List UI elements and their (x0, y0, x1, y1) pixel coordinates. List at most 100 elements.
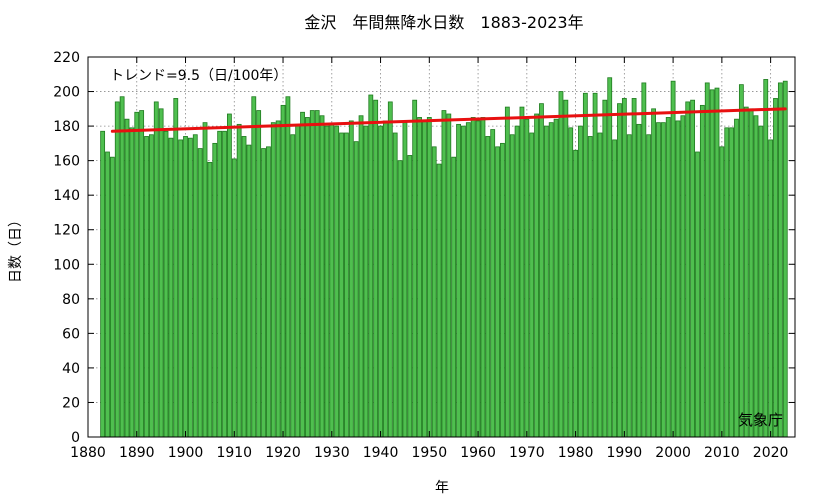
bar-1945 (402, 122, 408, 438)
bar-1982 (582, 92, 588, 438)
bar-1989 (617, 103, 622, 438)
bar-1907 (217, 130, 223, 438)
bar-1938 (368, 94, 374, 438)
x-ticks: 1880 1890 1900 1910 1920 1930 1940 1950 1960 1970… (70, 57, 788, 461)
bar-1924 (300, 111, 305, 438)
x-tick-label: 1940 (363, 445, 399, 461)
bar-1958 (465, 122, 471, 438)
bar-1981 (578, 125, 583, 438)
bar-1921 (285, 96, 291, 438)
bar-1902 (192, 134, 198, 438)
bar-1939 (373, 99, 379, 438)
bar-1935 (353, 141, 359, 438)
bar-1932 (339, 132, 344, 438)
bar-1944 (397, 160, 403, 438)
y-tick-label: 220 (53, 50, 80, 66)
bar-1951 (431, 146, 437, 438)
bar-1976 (553, 118, 559, 438)
bar-2007 (704, 82, 710, 438)
bar-1941 (383, 120, 388, 438)
bar-1933 (344, 132, 349, 438)
bar-1917 (266, 146, 271, 438)
bar-1916 (261, 148, 266, 438)
trend-annotation: トレンド=9.5（日/100年） (110, 68, 287, 84)
trend-line (110, 107, 787, 133)
x-tick-label: 1910 (216, 445, 252, 461)
bar-1906 (212, 142, 218, 438)
y-tick-label: 0 (71, 430, 80, 446)
bar-2014 (738, 84, 744, 438)
bar-1888 (124, 118, 130, 438)
bar-1998 (660, 122, 666, 438)
bar-1953 (441, 110, 447, 438)
y-tick-label: 100 (53, 257, 80, 273)
bar-1977 (558, 91, 564, 438)
y-tick-label: 40 (62, 361, 80, 377)
bar-1943 (392, 132, 398, 438)
bar-1980 (573, 149, 578, 438)
bar-1886 (114, 101, 120, 438)
x-axis-label: 年 (435, 480, 449, 496)
credit-label: 気象庁 (738, 411, 783, 429)
bar-1975 (548, 122, 554, 438)
bar-1920 (280, 104, 286, 438)
bar-1891 (139, 110, 145, 438)
bar-2020 (768, 139, 774, 438)
bar-1900 (183, 136, 188, 438)
bar-1993 (636, 123, 642, 438)
bar-1948 (417, 117, 422, 438)
bar-1965 (500, 142, 505, 438)
bar-1979 (568, 127, 574, 438)
bar-1898 (173, 98, 179, 438)
bar-1913 (246, 144, 252, 438)
bar-2022 (777, 82, 783, 438)
bar-1905 (207, 161, 213, 438)
bar-1994 (641, 82, 647, 438)
bar-1972 (534, 113, 539, 438)
bar-1985 (597, 132, 603, 438)
bar-1974 (543, 125, 549, 438)
plot-frame (87, 56, 796, 438)
bar-2003 (685, 101, 691, 438)
bar-1896 (163, 130, 169, 438)
bar-2010 (719, 146, 725, 438)
bar-2008 (709, 89, 715, 438)
bar-1999 (665, 117, 671, 438)
bar-1901 (187, 137, 193, 438)
bar-1918 (270, 122, 276, 438)
bar-1967 (509, 134, 515, 438)
y-tick-label: 80 (62, 292, 80, 308)
bar-1986 (602, 99, 608, 438)
bar-2017 (753, 115, 759, 438)
bar-1997 (656, 122, 661, 438)
bar-2009 (714, 87, 720, 438)
bar-2015 (743, 106, 749, 438)
bar-1983 (587, 136, 593, 438)
x-tick-label: 2010 (704, 445, 740, 461)
y-tick-label: 200 (53, 85, 80, 101)
y-axis-label: 日数（日） (8, 213, 24, 283)
bar-1884 (105, 151, 110, 438)
bar-1955 (451, 156, 457, 438)
bar-1925 (305, 117, 310, 438)
bar-1956 (456, 123, 461, 438)
bar-1968 (514, 125, 520, 438)
y-tick-label: 20 (62, 395, 80, 411)
bar-1927 (314, 110, 320, 438)
bar-1984 (592, 92, 598, 438)
x-tick-label: 1880 (70, 445, 106, 461)
bar-1964 (495, 146, 500, 438)
x-tick-label: 1990 (607, 445, 643, 461)
bar-1992 (631, 98, 637, 438)
bar-1895 (158, 108, 164, 438)
bar-1890 (134, 111, 140, 438)
y-ticks: 0 20 40 60 80 100 120 140 160 180 200 220 (53, 50, 795, 446)
y-tick-label: 160 (53, 154, 80, 170)
bars (100, 77, 788, 438)
bar-1952 (436, 163, 442, 438)
bar-1954 (446, 113, 452, 438)
bar-2021 (773, 98, 778, 438)
bar-1919 (275, 120, 281, 438)
bar-1963 (490, 129, 496, 438)
